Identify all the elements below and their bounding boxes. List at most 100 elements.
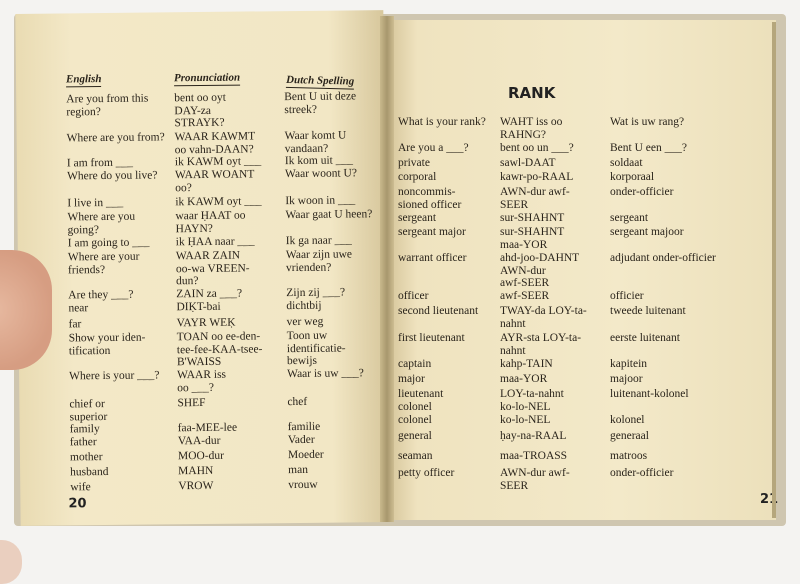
dutch-cell: Toon uw identificatie- bewijs: [286, 329, 346, 368]
english-cell: officer: [398, 290, 429, 302]
header-english: English: [65, 73, 102, 88]
english-cell: second lieutenant: [398, 305, 479, 317]
english-cell: Where are your friends?: [67, 250, 140, 276]
english-cell: sergeant major: [398, 226, 466, 238]
dutch-cell: familie: [287, 420, 321, 434]
english-cell: corporal: [398, 171, 437, 183]
pronunciation-cell: VROW: [178, 479, 214, 493]
dutch-cell: Ik ga naar ___: [285, 234, 352, 248]
english-cell: colonel: [398, 414, 432, 426]
english-cell: near: [68, 302, 89, 315]
pronunciation-cell: AYR-sta LOY-ta- nahnt: [500, 332, 582, 357]
dutch-cell: Bent U uit deze streek?: [284, 90, 357, 116]
dutch-cell: kapitein: [610, 358, 648, 370]
dutch-cell: vrouw: [288, 478, 318, 492]
dutch-cell: Wat is uw rang?: [610, 116, 685, 128]
dutch-cell: kolonel: [610, 414, 645, 426]
dutch-cell: sergeant majoor: [610, 226, 684, 238]
pronunciation-cell: ko-lo-NEL: [500, 414, 551, 426]
english-cell: seaman: [398, 450, 433, 462]
dutch-cell: sergeant: [610, 212, 649, 224]
pronunciation-cell: ḥay-na-RAAL: [500, 430, 567, 442]
english-cell: father: [69, 436, 97, 449]
dutch-cell: korporaal: [610, 171, 655, 183]
english-cell: chief or superior: [69, 398, 108, 423]
page-number: 20: [68, 496, 87, 512]
pronunciation-cell: TWAY-da LOY-ta- nahnt: [500, 305, 587, 330]
pronunciation-cell: WAAR ZAIN oo-wa VREEN- dun?: [175, 249, 250, 288]
english-cell: family: [69, 423, 100, 436]
pronunciation-cell: ik KAWM oyt ___: [175, 195, 262, 209]
pronunciation-cell: WAAR KAWMT oo vahn-DAAN?: [174, 130, 256, 156]
pronunciation-cell: awf-SEER: [500, 290, 550, 302]
thumbnail: [0, 540, 22, 584]
dutch-cell: Moeder: [287, 448, 324, 462]
pronunciation-cell: bent oo oyt DAY-za STRAYK?: [174, 91, 227, 130]
english-cell: Where do you live?: [66, 169, 158, 183]
book-gutter: [380, 16, 394, 522]
pronunciation-cell: LOY-ta-nahnt ko-lo-NEL: [500, 388, 564, 413]
english-cell: Show your iden- tification: [68, 331, 146, 357]
pronunciation-cell: AWN-dur awf- SEER: [500, 186, 570, 211]
pronunciation-cell: VAYR WEḲ: [176, 316, 236, 330]
english-cell: sergeant: [398, 212, 437, 224]
pronunciation-cell: ik ḤAA naar ___: [175, 235, 255, 249]
header-pronunciation: Pronunciation: [173, 71, 241, 87]
pronunciation-cell: WAAR WOANT oo?: [174, 168, 255, 194]
dutch-cell: Ik kom uit ___: [284, 154, 353, 168]
english-cell: Where is your ___?: [69, 369, 160, 383]
pronunciation-cell: TOAN oo ee-den- tee-fee-KAA-tsee- B'WAIS…: [176, 330, 263, 369]
english-cell: mother: [69, 451, 103, 464]
dutch-cell: majoor: [610, 373, 643, 385]
pronunciation-cell: ik KAWM oyt ___: [174, 155, 262, 169]
pronunciation-cell: ZAIN za ___?: [176, 287, 243, 301]
english-cell: private: [398, 157, 430, 169]
english-cell: I am from ___: [66, 156, 134, 170]
pronunciation-cell: kawr-po-RAAL: [500, 171, 574, 183]
phrase-table: Are you from this region? bent oo oyt DAY…: [15, 10, 383, 493]
dutch-cell: chef: [287, 395, 308, 409]
pronunciation-cell: VAA-dur: [177, 434, 221, 448]
dutch-cell: dichtbij: [286, 299, 322, 313]
dutch-cell: onder-officier: [610, 467, 674, 479]
dutch-cell: Waar komt U vandaan?: [284, 129, 347, 155]
pronunciation-cell: MAHN: [178, 464, 214, 478]
english-cell: Are you from this region?: [66, 92, 149, 118]
dutch-cell: Waar zijn uwe vrienden?: [285, 248, 353, 274]
pronunciation-cell: ahd-joo-DAHNT AWN-dur awf-SEER: [500, 252, 580, 289]
dutch-cell: Zijn zij ___?: [286, 286, 346, 300]
pronunciation-cell: SHEF: [177, 396, 206, 410]
english-cell: I live in ___: [67, 196, 124, 210]
thumb-holding-book: [0, 250, 52, 584]
english-cell: Where are you from?: [66, 131, 165, 145]
pronunciation-cell: maa-YOR: [500, 373, 548, 385]
pronunciation-cell: faa-MEE-lee: [177, 421, 238, 435]
pronunciation-cell: sawl-DAAT: [500, 157, 556, 169]
header-dutch-spelling: Dutch Spelling: [285, 73, 355, 90]
english-cell: petty officer: [398, 467, 455, 479]
english-cell: Are they ___?: [68, 288, 134, 302]
dutch-cell: adjudant onder-officier: [610, 252, 716, 264]
english-cell: noncommis- sioned officer: [398, 186, 462, 211]
english-cell: first lieutenant: [398, 332, 465, 344]
english-cell: wife: [70, 481, 91, 494]
pronunciation-cell: DIḲT-bai: [176, 300, 221, 314]
english-cell: warrant officer: [398, 252, 467, 264]
dutch-cell: Waar is uw ___?: [287, 367, 364, 381]
pronunciation-cell: WAHT iss oo RAHNG?: [500, 116, 563, 141]
english-cell: captain: [398, 358, 432, 370]
right-page: What is your rank? WAHT iss oo RAHNG? Wat …: [386, 20, 778, 520]
english-cell: far: [68, 318, 82, 331]
section-title: RANK: [508, 84, 556, 102]
english-cell: What is your rank?: [398, 116, 486, 128]
dutch-cell: ver weg: [286, 315, 324, 329]
pronunciation-cell: waar ḤAAT oo HAYN?: [175, 209, 246, 235]
pronunciation-cell: AWN-dur awf- SEER: [500, 467, 570, 492]
page-edges: [772, 22, 776, 518]
english-cell: major: [398, 373, 425, 385]
pronunciation-cell: sur-SHAHNT: [500, 212, 565, 224]
english-cell: husband: [70, 465, 109, 479]
dutch-cell: onder-officier: [610, 186, 674, 198]
english-cell: lieutenant colonel: [398, 388, 444, 413]
english-cell: I am going to ___: [67, 236, 150, 250]
